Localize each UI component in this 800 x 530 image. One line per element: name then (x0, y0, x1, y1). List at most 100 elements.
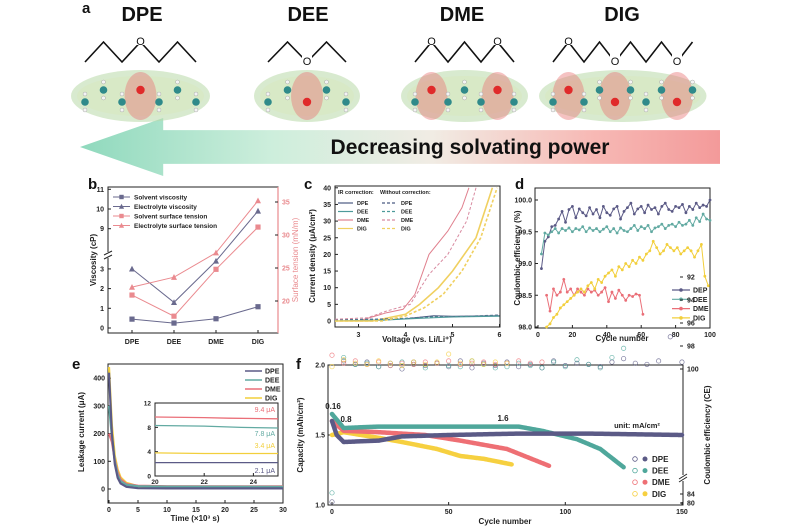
hydrogen-atom (445, 91, 451, 97)
y2-tick-label: 96 (687, 321, 695, 328)
data-point (579, 287, 583, 291)
hydrogen-atom (690, 95, 695, 101)
data-point (667, 208, 671, 211)
panel-b-label: b (88, 176, 98, 193)
data-point (213, 316, 219, 322)
carbon-atom (549, 98, 557, 106)
data-point (545, 325, 548, 329)
data-point (603, 286, 607, 290)
legend-label: DIG (693, 315, 706, 322)
x-tick-label: 0 (330, 509, 334, 516)
hydrogen-atom (119, 107, 125, 113)
carbon-atom (283, 86, 292, 94)
data-point (565, 300, 569, 303)
data-point (581, 225, 585, 229)
carbon-atom (688, 86, 697, 94)
y-tick-label: 400 (93, 376, 105, 383)
series-line-dig-solid (335, 187, 494, 322)
carbon-atom (580, 98, 588, 106)
legend-label: Solvent surface tension (134, 214, 207, 221)
ce-point-dee (504, 364, 510, 370)
panel-f-label: f (296, 356, 301, 373)
data-point (643, 227, 647, 230)
data-point (255, 304, 261, 310)
y2-axis-title: Coulombic efficiency (CE) (703, 385, 712, 484)
inset-series-line-dme (154, 416, 279, 420)
ce-point-dpe (457, 358, 463, 364)
ce-point-dig (504, 360, 510, 366)
legend-label: DIG (357, 227, 367, 233)
legend-label: DME (652, 478, 670, 487)
data-point (574, 216, 578, 220)
x-tick-label: 50 (445, 509, 453, 516)
data-point (576, 290, 579, 294)
oxygen-atom (672, 97, 682, 107)
hydrogen-atom (193, 107, 199, 113)
carbon-atom (155, 98, 163, 106)
ce-point-dig (481, 361, 487, 367)
series-line-dme-solid (335, 187, 470, 322)
carbon-atom (192, 98, 200, 106)
electrostatic-surface-inner (260, 76, 354, 116)
legend-label: DEE (265, 378, 280, 385)
y-tick-label: 200 (93, 431, 105, 438)
series-line-solvent-viscosity (131, 306, 259, 324)
y-axis-title: Capacity (mAh/cm²) (296, 397, 305, 472)
hydrogen-atom (285, 95, 290, 101)
data-point (577, 207, 581, 211)
data-point (641, 258, 645, 262)
data-point (548, 322, 552, 326)
data-point (571, 204, 574, 208)
data-point (586, 284, 590, 288)
data-point (698, 220, 702, 223)
data-point (553, 224, 557, 227)
y2-tick-label: 25 (282, 266, 290, 273)
data-point (564, 229, 567, 232)
y-tick-label: 5 (327, 302, 331, 309)
y-tick-label: 98.0 (518, 325, 532, 332)
x-axis-title: Cycle number (479, 517, 532, 526)
ce-point-dme (446, 358, 452, 364)
ce-point-dig (329, 364, 335, 370)
oxygen-atom-label: O (136, 36, 145, 48)
data-point (632, 224, 636, 227)
y-axis-title: Current density (μA/cm²) (308, 209, 317, 303)
carbon-atom (342, 98, 350, 106)
oxygen-mask (492, 34, 503, 45)
data-point (565, 290, 569, 294)
hydrogen-atom (581, 107, 587, 113)
arrow-text: Decreasing solvating power (330, 136, 610, 159)
carbon-atom (81, 98, 89, 106)
data-point (550, 225, 554, 229)
x-tick-label: 60 (637, 332, 645, 339)
data-point (555, 312, 559, 316)
x-tick-label: 80 (672, 332, 680, 339)
x-tick-label: 5 (136, 507, 140, 514)
hydrogen-atom (511, 107, 517, 113)
data-point (703, 274, 707, 278)
axis-break-gap (105, 252, 111, 258)
data-point (560, 210, 564, 213)
data-point (622, 229, 626, 232)
x-tick-label: 15 (192, 507, 200, 514)
y-tick-label: 3 (100, 266, 104, 273)
oxygen-region (661, 72, 693, 120)
hydrogen-atom (643, 91, 649, 97)
carbon-atom (642, 98, 650, 106)
data-point (569, 287, 573, 291)
data-point (601, 227, 605, 231)
hydrogen-atom (156, 107, 162, 113)
data-point (567, 226, 571, 230)
inset-value-label-dpe: 2.1 μA (255, 468, 276, 475)
ce-point-dig (352, 360, 358, 366)
data-point (650, 230, 653, 234)
oxygen-atom (427, 85, 436, 95)
y-tick-label: 2 (100, 286, 104, 293)
ce-point-dpe (656, 358, 662, 364)
data-point (675, 246, 679, 250)
oxygen-region (124, 72, 157, 120)
data-point (548, 309, 552, 313)
data-point (555, 293, 559, 297)
data-point (629, 227, 633, 230)
oxygen-region (415, 72, 448, 120)
